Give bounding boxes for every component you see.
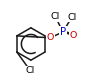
Text: Cl: Cl <box>51 12 60 21</box>
Text: O: O <box>70 31 77 40</box>
Text: O: O <box>47 33 54 42</box>
Text: Cl: Cl <box>67 13 77 21</box>
Text: P: P <box>60 27 66 37</box>
Text: Cl: Cl <box>26 66 35 75</box>
